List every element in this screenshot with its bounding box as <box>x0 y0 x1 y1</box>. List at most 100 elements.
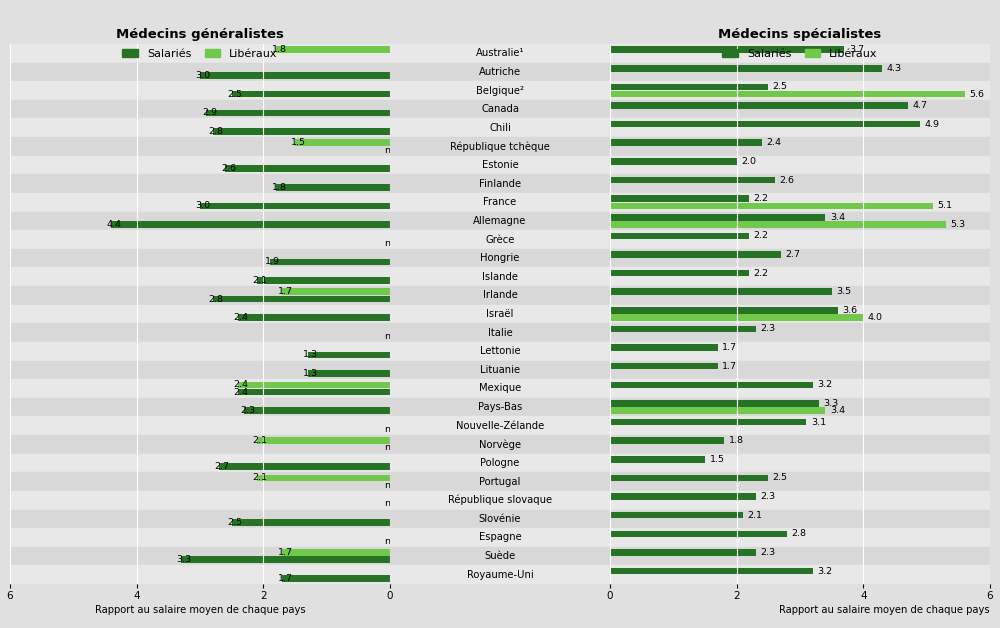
Bar <box>610 232 749 239</box>
Bar <box>610 315 863 321</box>
Bar <box>610 509 990 528</box>
Text: 1.7: 1.7 <box>722 362 737 371</box>
Bar <box>610 547 990 565</box>
Text: 1.3: 1.3 <box>303 350 318 359</box>
Text: 3.5: 3.5 <box>836 287 851 296</box>
Text: Suède: Suède <box>484 551 516 561</box>
Title: Médecins spécialistes: Médecins spécialistes <box>718 28 882 41</box>
Text: 3.0: 3.0 <box>196 202 211 210</box>
Bar <box>200 72 390 78</box>
Bar <box>390 137 610 156</box>
Bar <box>390 268 610 286</box>
Bar <box>295 139 390 146</box>
Bar <box>390 305 610 323</box>
Bar <box>610 438 724 444</box>
Bar <box>610 323 990 342</box>
Text: 5.6: 5.6 <box>969 90 984 99</box>
Text: 2.2: 2.2 <box>754 231 769 241</box>
Bar <box>610 63 990 81</box>
Text: Norvège: Norvège <box>479 439 521 450</box>
Text: 5.3: 5.3 <box>950 220 965 229</box>
Bar <box>10 453 390 472</box>
Bar <box>610 137 990 156</box>
Text: Autriche: Autriche <box>479 67 521 77</box>
Text: Allemagne: Allemagne <box>473 216 527 226</box>
Bar <box>610 363 718 369</box>
Bar <box>276 46 390 53</box>
Bar <box>610 568 813 575</box>
Bar <box>610 453 990 472</box>
Bar <box>610 475 768 481</box>
Bar <box>213 296 390 302</box>
Bar <box>610 119 990 137</box>
Bar <box>610 382 813 388</box>
Bar <box>390 193 610 212</box>
Bar <box>610 176 775 183</box>
Bar <box>610 268 990 286</box>
Bar <box>390 491 610 509</box>
Bar <box>390 212 610 230</box>
Bar <box>270 259 390 265</box>
Bar <box>225 165 390 172</box>
Text: Hongrie: Hongrie <box>480 253 520 263</box>
Bar <box>10 193 390 212</box>
Bar <box>390 360 610 379</box>
Bar <box>390 379 610 398</box>
Bar <box>10 119 390 137</box>
Bar <box>10 398 390 416</box>
Text: 2.4: 2.4 <box>234 313 249 322</box>
Bar <box>610 326 756 332</box>
Bar <box>610 472 990 491</box>
Bar <box>10 472 390 491</box>
Text: 4.0: 4.0 <box>868 313 883 322</box>
Text: 4.3: 4.3 <box>887 64 902 73</box>
Bar <box>244 408 390 414</box>
Bar <box>610 214 825 220</box>
Bar <box>390 453 610 472</box>
Text: Pologne: Pologne <box>480 458 520 468</box>
Bar <box>276 184 390 190</box>
Bar <box>610 400 819 407</box>
Bar <box>390 156 610 175</box>
Bar <box>10 491 390 509</box>
Text: Nouvelle-Zélande: Nouvelle-Zélande <box>456 421 544 431</box>
Bar <box>10 137 390 156</box>
Text: 3.0: 3.0 <box>196 71 211 80</box>
Text: 3.7: 3.7 <box>849 45 864 54</box>
Text: 1.8: 1.8 <box>728 436 743 445</box>
Legend: Salariés, Libéraux: Salariés, Libéraux <box>118 44 282 63</box>
Text: n.d.: n.d. <box>384 332 402 341</box>
X-axis label: Rapport au salaire moyen de chaque pays: Rapport au salaire moyen de chaque pays <box>779 605 990 615</box>
Bar <box>390 323 610 342</box>
Text: n.d.: n.d. <box>384 146 402 154</box>
Text: 2.6: 2.6 <box>779 175 794 185</box>
Bar <box>610 408 825 414</box>
Bar <box>610 46 844 53</box>
Bar <box>10 323 390 342</box>
Bar <box>390 547 610 565</box>
Bar <box>610 305 990 323</box>
Bar <box>10 44 390 63</box>
Text: 1.5: 1.5 <box>291 138 306 147</box>
Bar <box>610 494 756 500</box>
Bar <box>610 379 990 398</box>
Text: 3.2: 3.2 <box>817 566 832 576</box>
Bar <box>610 65 882 72</box>
Text: 1.7: 1.7 <box>722 343 737 352</box>
Bar <box>390 63 610 81</box>
Bar <box>610 550 756 556</box>
Bar <box>610 195 749 202</box>
Text: n.d.: n.d. <box>384 481 402 490</box>
Bar <box>610 416 990 435</box>
Bar <box>10 528 390 547</box>
Bar <box>610 156 990 175</box>
Bar <box>610 44 990 63</box>
Text: 2.3: 2.3 <box>760 325 775 333</box>
Bar <box>390 175 610 193</box>
Text: 2.1: 2.1 <box>253 436 268 445</box>
Text: République tchèque: République tchèque <box>450 141 550 151</box>
Text: 5.1: 5.1 <box>937 202 952 210</box>
Bar <box>238 382 390 388</box>
Text: 3.3: 3.3 <box>177 555 192 564</box>
Bar <box>390 81 610 100</box>
